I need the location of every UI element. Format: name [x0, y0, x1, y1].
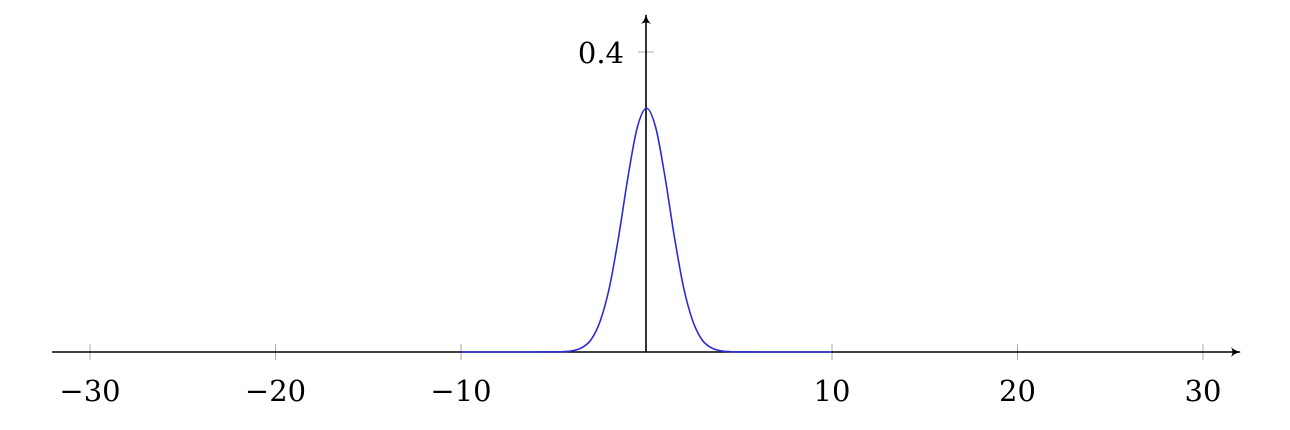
x-tick-label: −20: [245, 374, 306, 408]
x-tick-label: 30: [1185, 374, 1222, 408]
x-tick-label: 20: [999, 374, 1036, 408]
series-line: [460, 107, 832, 353]
tick-labels: −30 −20 −10 10 20 30 0.4: [59, 36, 1221, 408]
x-tick-label: −10: [430, 374, 491, 408]
series-group: [460, 107, 832, 353]
x-tick-label: 10: [814, 374, 851, 408]
y-tick-label: 0.4: [578, 36, 624, 70]
x-tick-label: −30: [59, 374, 120, 408]
